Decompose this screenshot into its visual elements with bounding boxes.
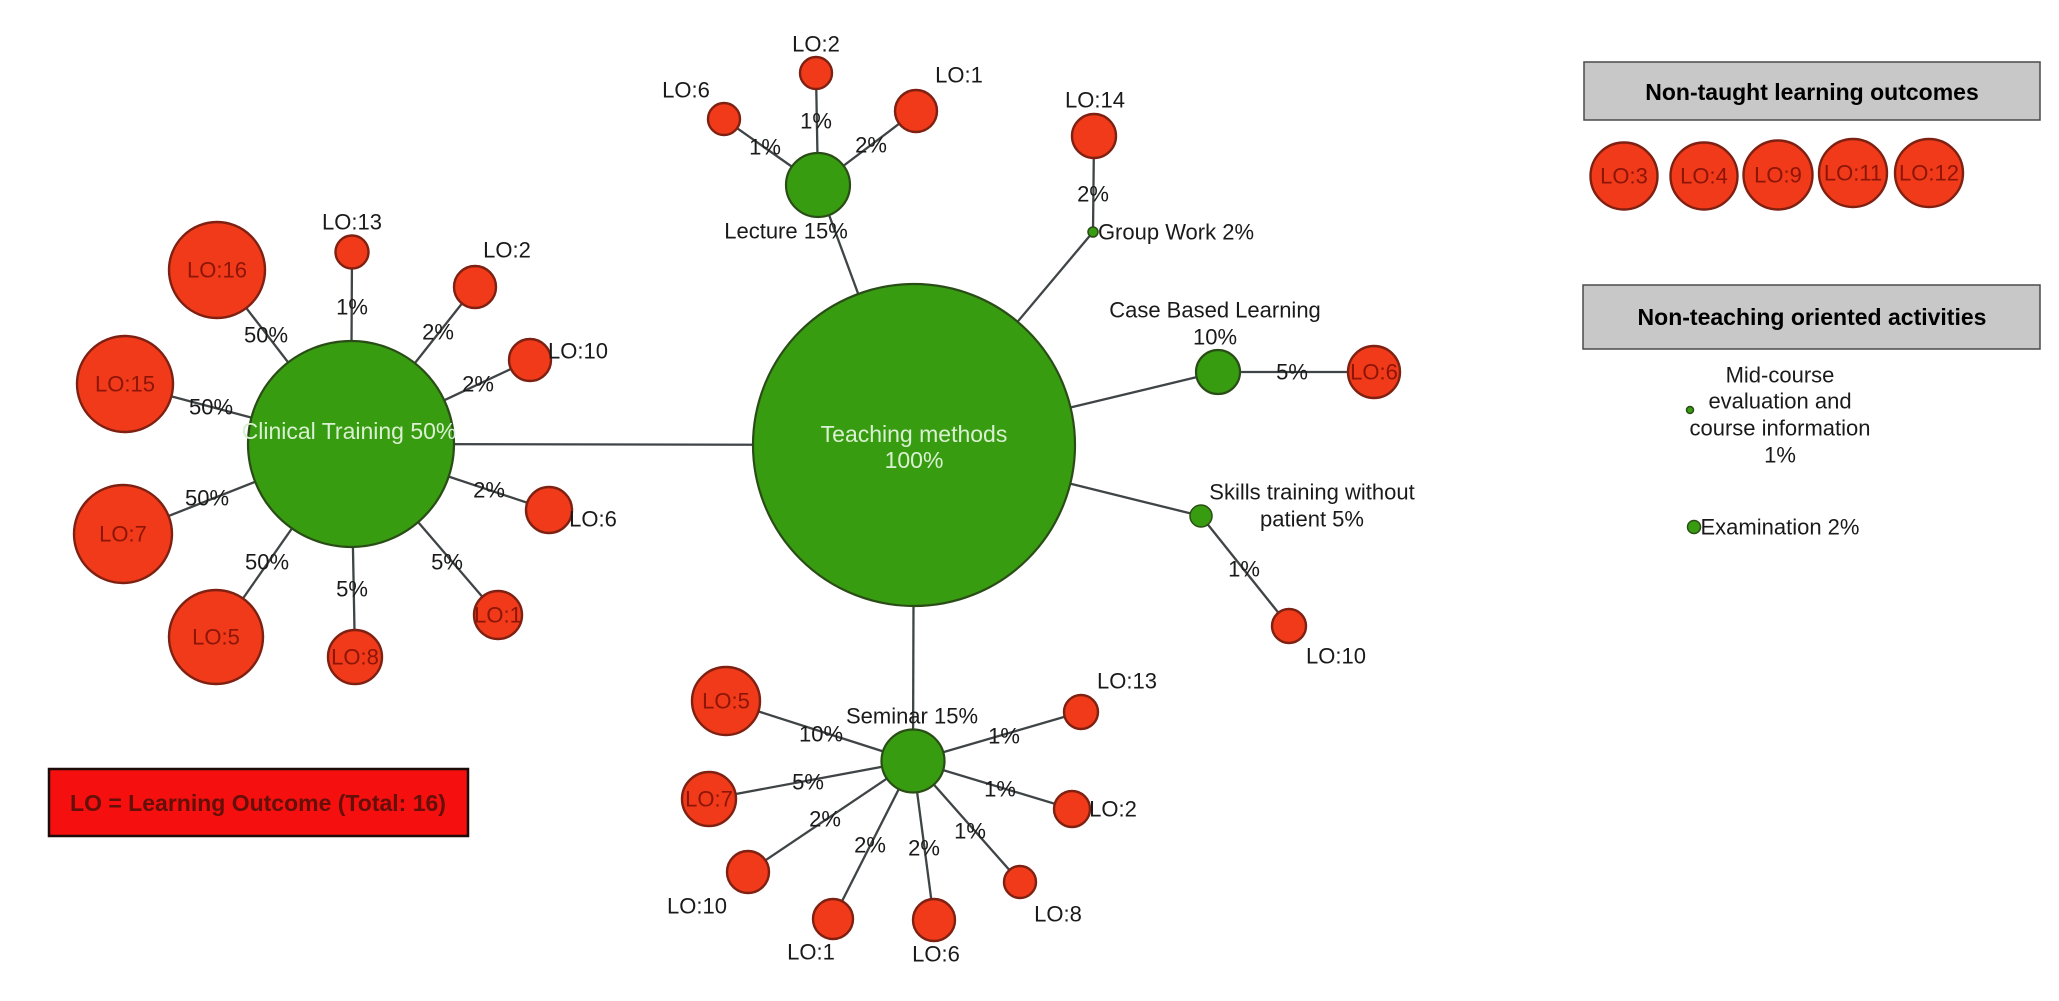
svg-text:1%: 1% bbox=[1228, 557, 1260, 582]
svg-text:50%: 50% bbox=[189, 395, 233, 420]
svg-text:Mid-course: Mid-course bbox=[1726, 363, 1835, 388]
svg-text:Skills training without: Skills training without bbox=[1209, 480, 1414, 505]
svg-text:10%: 10% bbox=[799, 722, 843, 747]
svg-text:LO:8: LO:8 bbox=[1034, 902, 1082, 927]
svg-text:LO:10: LO:10 bbox=[548, 339, 608, 364]
svg-text:100%: 100% bbox=[885, 447, 944, 473]
svg-text:50%: 50% bbox=[245, 550, 289, 575]
svg-text:Non-teaching oriented activiti: Non-teaching oriented activities bbox=[1638, 304, 1987, 330]
svg-text:LO:1: LO:1 bbox=[787, 940, 835, 965]
svg-text:Clinical Training 50%: Clinical Training 50% bbox=[242, 418, 457, 444]
svg-text:LO:5: LO:5 bbox=[702, 689, 750, 714]
svg-text:Case Based Learning: Case Based Learning bbox=[1109, 298, 1321, 323]
svg-text:5%: 5% bbox=[431, 550, 463, 575]
svg-text:2%: 2% bbox=[908, 836, 940, 861]
svg-text:Teaching methods: Teaching methods bbox=[821, 421, 1008, 447]
svg-text:1%: 1% bbox=[984, 777, 1016, 802]
svg-text:2%: 2% bbox=[462, 372, 494, 397]
svg-text:LO:15: LO:15 bbox=[95, 372, 155, 397]
svg-text:Examination 2%: Examination 2% bbox=[1701, 515, 1860, 540]
svg-text:LO:7: LO:7 bbox=[685, 787, 733, 812]
svg-text:LO:10: LO:10 bbox=[1306, 644, 1366, 669]
svg-text:1%: 1% bbox=[336, 295, 368, 320]
svg-text:course information: course information bbox=[1690, 416, 1871, 441]
svg-text:LO:10: LO:10 bbox=[667, 894, 727, 919]
svg-text:2%: 2% bbox=[809, 807, 841, 832]
svg-text:2%: 2% bbox=[473, 478, 505, 503]
svg-text:LO:9: LO:9 bbox=[1754, 163, 1802, 188]
svg-text:LO:1: LO:1 bbox=[474, 603, 522, 628]
svg-text:LO:16: LO:16 bbox=[187, 258, 247, 283]
svg-text:1%: 1% bbox=[749, 135, 781, 160]
svg-text:1%: 1% bbox=[954, 819, 986, 844]
svg-text:LO:6: LO:6 bbox=[1350, 360, 1398, 385]
svg-text:5%: 5% bbox=[336, 577, 368, 602]
svg-text:LO:6: LO:6 bbox=[569, 507, 617, 532]
svg-text:LO = Learning Outcome (Total:: LO = Learning Outcome (Total: 16) bbox=[70, 790, 446, 816]
svg-text:1%: 1% bbox=[988, 724, 1020, 749]
svg-text:evaluation and: evaluation and bbox=[1708, 389, 1851, 414]
svg-text:Lecture 15%: Lecture 15% bbox=[724, 219, 848, 244]
svg-text:Non-taught learning outcomes: Non-taught learning outcomes bbox=[1645, 79, 1979, 105]
svg-text:LO:3: LO:3 bbox=[1600, 164, 1648, 189]
svg-text:LO:4: LO:4 bbox=[1680, 164, 1728, 189]
svg-text:5%: 5% bbox=[792, 770, 824, 795]
svg-text:LO:5: LO:5 bbox=[192, 625, 240, 650]
svg-text:2%: 2% bbox=[855, 133, 887, 158]
svg-text:5%: 5% bbox=[1276, 360, 1308, 385]
svg-text:patient 5%: patient 5% bbox=[1260, 507, 1364, 532]
svg-text:2%: 2% bbox=[854, 833, 886, 858]
svg-text:10%: 10% bbox=[1193, 325, 1237, 350]
svg-text:LO:12: LO:12 bbox=[1899, 161, 1959, 186]
svg-text:50%: 50% bbox=[185, 486, 229, 511]
svg-text:LO:8: LO:8 bbox=[331, 645, 379, 670]
svg-text:LO:13: LO:13 bbox=[322, 210, 382, 235]
svg-text:50%: 50% bbox=[244, 323, 288, 348]
svg-text:LO:14: LO:14 bbox=[1065, 88, 1125, 113]
svg-text:Seminar 15%: Seminar 15% bbox=[846, 704, 978, 729]
svg-text:1%: 1% bbox=[800, 109, 832, 134]
svg-text:LO:13: LO:13 bbox=[1097, 669, 1157, 694]
svg-text:2%: 2% bbox=[1077, 182, 1109, 207]
svg-text:LO:2: LO:2 bbox=[1089, 797, 1137, 822]
svg-text:LO:1: LO:1 bbox=[935, 63, 983, 88]
svg-text:2%: 2% bbox=[422, 320, 454, 345]
svg-text:LO:6: LO:6 bbox=[662, 78, 710, 103]
svg-text:LO:2: LO:2 bbox=[483, 238, 531, 263]
svg-text:LO:11: LO:11 bbox=[1824, 161, 1882, 186]
svg-text:LO:2: LO:2 bbox=[792, 32, 840, 57]
svg-text:LO:6: LO:6 bbox=[912, 942, 960, 967]
svg-text:1%: 1% bbox=[1764, 443, 1796, 468]
svg-text:LO:7: LO:7 bbox=[99, 522, 147, 547]
svg-text:Group Work 2%: Group Work 2% bbox=[1098, 220, 1254, 245]
